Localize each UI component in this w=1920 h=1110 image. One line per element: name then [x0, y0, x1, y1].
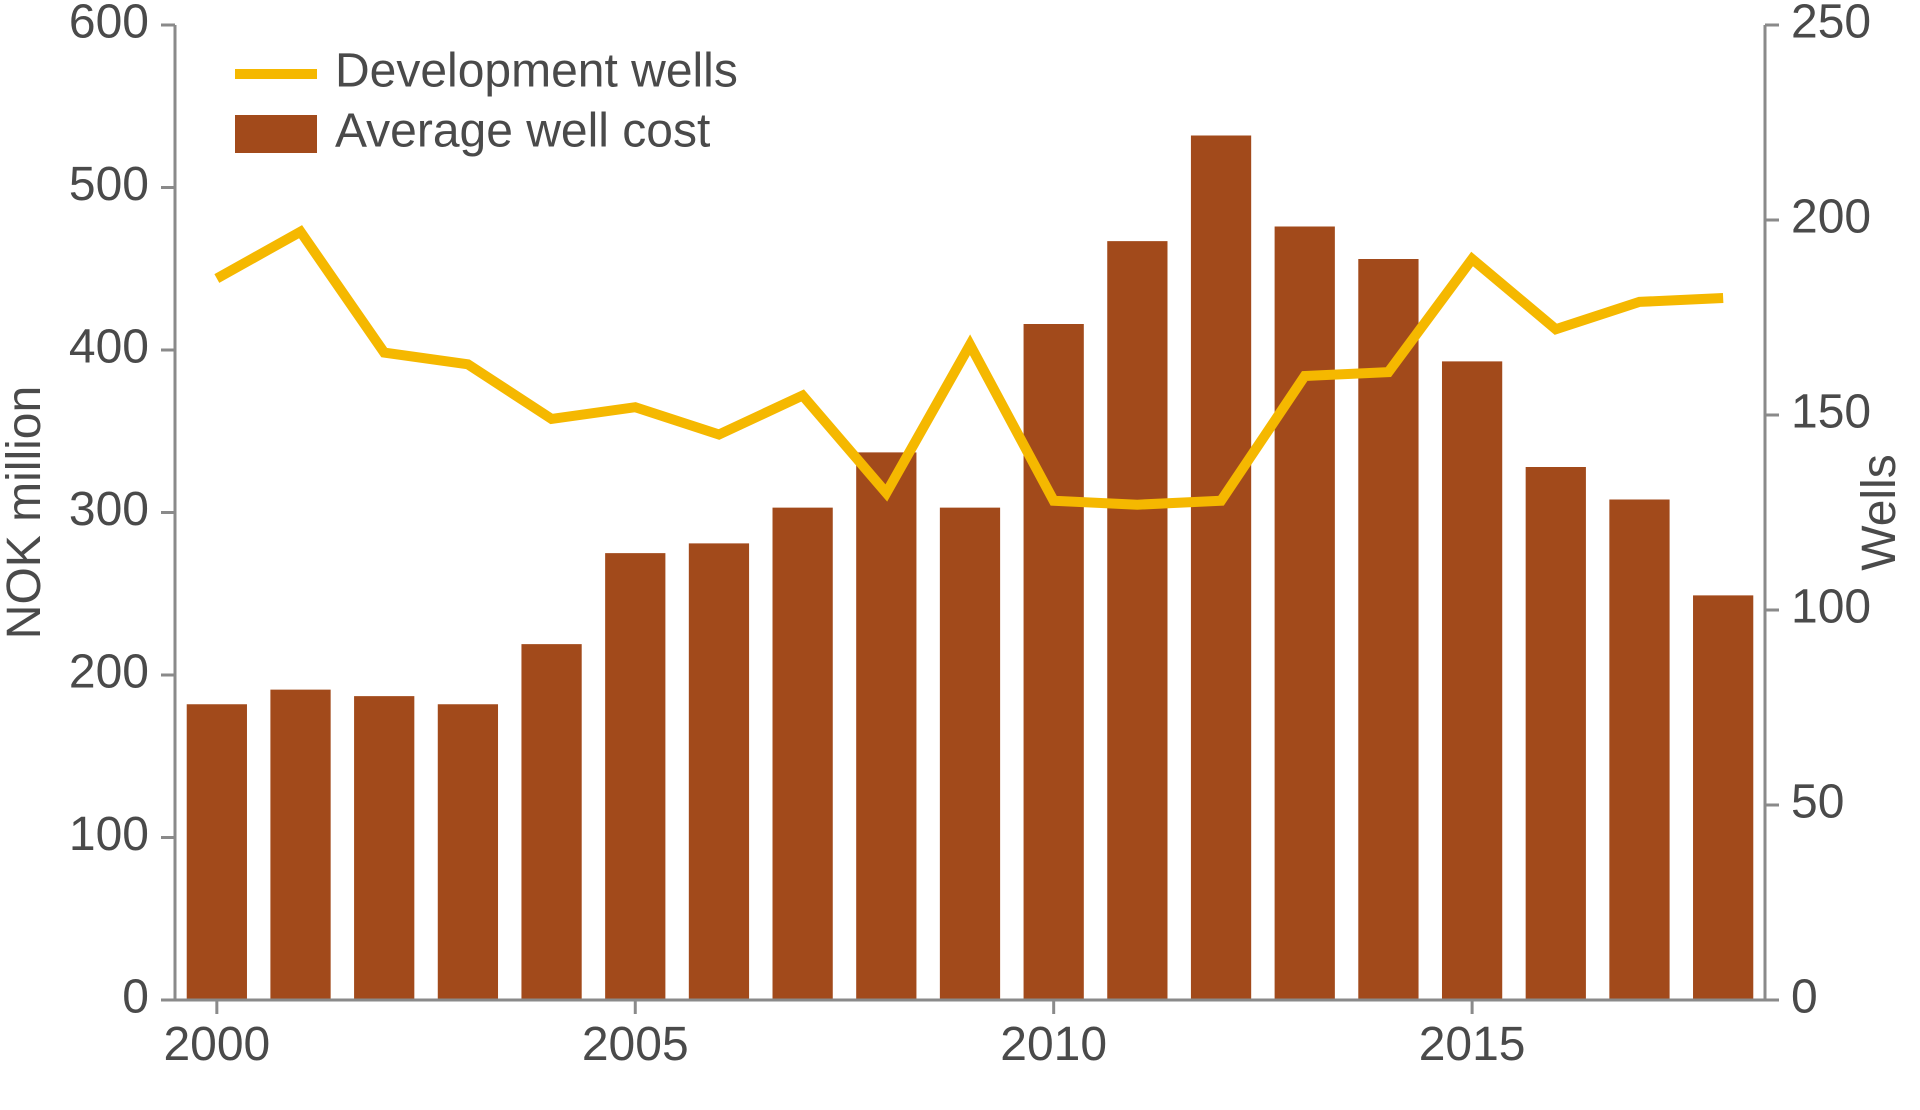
yl-tick-label-300: 300	[69, 483, 149, 536]
y-left-label: NOK million	[0, 386, 51, 639]
bar-2000	[187, 704, 247, 1000]
bar-2015	[1442, 361, 1502, 1000]
bar-2005	[605, 553, 665, 1000]
bar-2006	[689, 543, 749, 1000]
yl-tick-label-200: 200	[69, 646, 149, 699]
bar-2010	[1024, 324, 1084, 1000]
yl-tick-label-600: 600	[69, 0, 149, 49]
bar-2004	[521, 644, 581, 1000]
bar-2001	[270, 690, 330, 1000]
x-tick-label-2010: 2010	[1000, 1018, 1107, 1071]
yl-tick-label-500: 500	[69, 158, 149, 211]
bar-2018	[1693, 595, 1753, 1000]
bar-2013	[1275, 227, 1335, 1001]
wells-cost-chart: 0 100 200 300 400 500 600 0 50 100 150 200 250 2000 20…	[0, 0, 1920, 1110]
bar-2009	[940, 508, 1000, 1000]
bar-2002	[354, 696, 414, 1000]
legend-bar-swatch	[235, 115, 317, 153]
bar-2008	[856, 452, 916, 1000]
yr-tick-label-150: 150	[1791, 386, 1871, 439]
bar-2003	[438, 704, 498, 1000]
x-tick-label-2005: 2005	[582, 1018, 689, 1071]
y-right-label: Wells	[1853, 454, 1906, 570]
x-tick-label-2015: 2015	[1419, 1018, 1526, 1071]
bar-2016	[1526, 467, 1586, 1000]
bar-2011	[1107, 241, 1167, 1000]
legend-label-0: Development wells	[335, 45, 738, 98]
x-tick-label-2000: 2000	[163, 1018, 270, 1071]
yr-tick-label-250: 250	[1791, 0, 1871, 49]
legend-label-1: Average well cost	[335, 105, 710, 158]
chart-svg: 0 100 200 300 400 500 600 0 50 100 150 200 250 2000 20…	[0, 0, 1920, 1110]
yl-tick-label-100: 100	[69, 808, 149, 861]
yr-tick-label-100: 100	[1791, 581, 1871, 634]
bar-2017	[1609, 500, 1669, 1001]
yr-tick-label-50: 50	[1791, 776, 1844, 829]
yl-tick-label-400: 400	[69, 321, 149, 374]
yr-tick-label-200: 200	[1791, 191, 1871, 244]
yr-tick-label-0: 0	[1791, 971, 1818, 1024]
yl-tick-label-0: 0	[122, 971, 149, 1024]
bar-2007	[773, 508, 833, 1000]
bar-2012	[1191, 136, 1251, 1001]
